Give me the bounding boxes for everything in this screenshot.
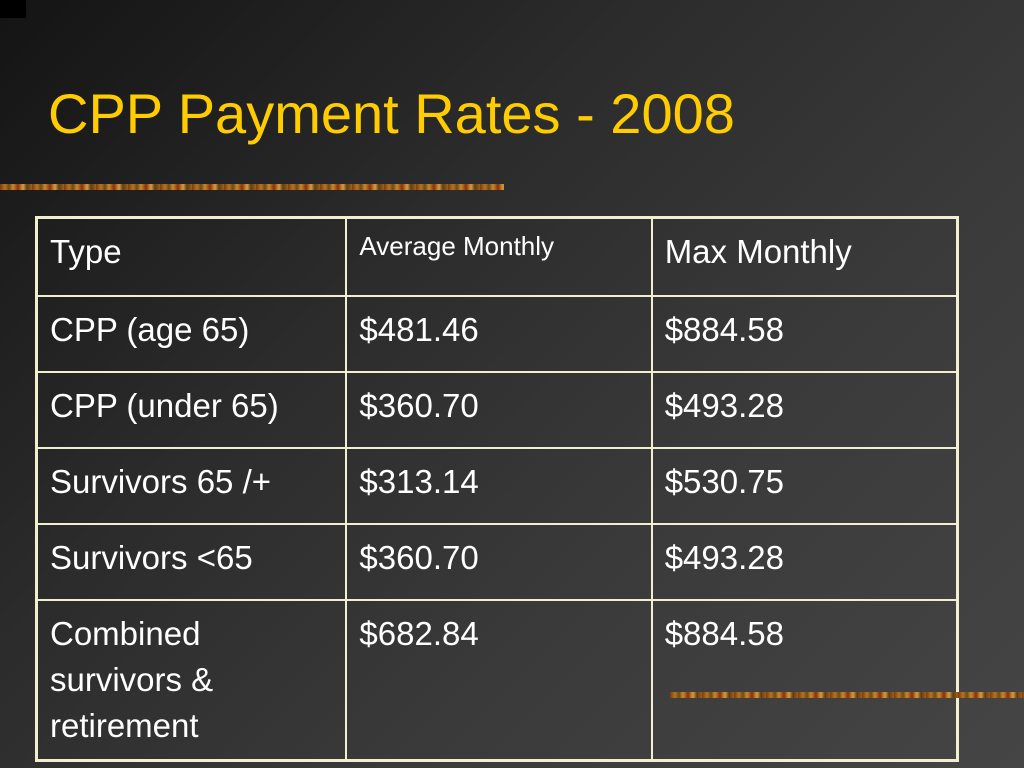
cell-type: CPP (under 65) — [35, 371, 348, 449]
table-row: CPP (age 65) $481.46 $884.58 — [35, 295, 959, 373]
table-row: CPP (under 65) $360.70 $493.28 — [35, 371, 959, 449]
table-header-row: Type Average Monthly Max Monthly — [35, 216, 959, 297]
slide-title: CPP Payment Rates - 2008 — [48, 82, 735, 145]
cell-type: Survivors 65 /+ — [35, 447, 348, 525]
cell-type: Combined survivors & retirement — [35, 599, 348, 762]
table-row: Survivors <65 $360.70 $493.28 — [35, 523, 959, 601]
header-max-monthly: Max Monthly — [650, 216, 959, 297]
payment-rates-table: Type Average Monthly Max Monthly CPP (ag… — [35, 216, 959, 762]
decorative-divider-top — [0, 184, 504, 190]
cell-max: $884.58 — [650, 295, 959, 373]
table-row: Survivors 65 /+ $313.14 $530.75 — [35, 447, 959, 525]
cell-max: $530.75 — [650, 447, 959, 525]
cell-average: $682.84 — [345, 599, 653, 762]
header-type: Type — [35, 216, 348, 297]
cell-average: $360.70 — [345, 523, 653, 601]
decorative-divider-bottom — [670, 692, 1024, 698]
cell-type: CPP (age 65) — [35, 295, 348, 373]
cell-average: $313.14 — [345, 447, 653, 525]
header-average-monthly: Average Monthly — [345, 216, 653, 297]
corner-mark — [0, 0, 26, 18]
cell-max: $493.28 — [650, 371, 959, 449]
cell-average: $481.46 — [345, 295, 653, 373]
cell-max: $884.58 — [650, 599, 959, 762]
cell-type: Survivors <65 — [35, 523, 348, 601]
table-row: Combined survivors & retirement $682.84 … — [35, 599, 959, 762]
cell-average: $360.70 — [345, 371, 653, 449]
cell-max: $493.28 — [650, 523, 959, 601]
